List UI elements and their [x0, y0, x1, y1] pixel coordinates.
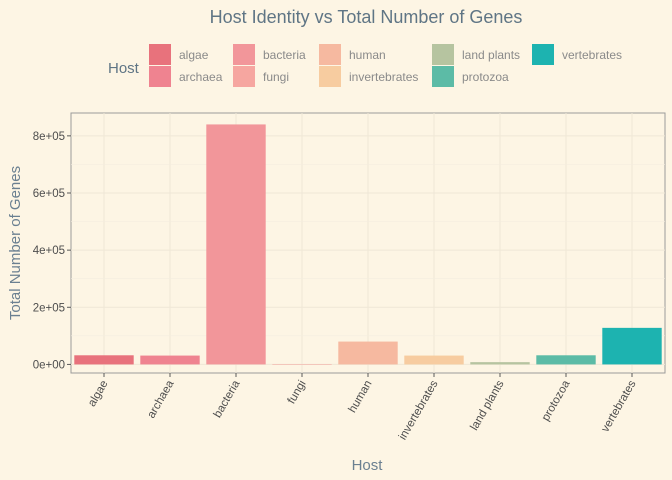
bar-human — [338, 341, 398, 365]
bar-bacteria — [206, 124, 266, 365]
x-tick-label: invertebrates — [397, 378, 441, 442]
x-tick-label: vertebrates — [599, 378, 638, 434]
legend-key-land-plants — [432, 44, 454, 65]
y-axis: 0e+00 2e+05 4e+05 6e+05 8e+05 — [33, 131, 71, 371]
bar-land-plants — [470, 362, 530, 365]
x-tick-label: fungi — [286, 379, 309, 407]
legend-title: Host — [108, 60, 140, 77]
x-tick-label: bacteria — [212, 378, 243, 420]
legend-key-algae — [149, 44, 171, 65]
legend-key-vertebrates — [532, 44, 554, 65]
y-tick-label: 4e+05 — [33, 245, 65, 257]
legend: algae archaea bacteria fungi human invertebra… — [149, 44, 622, 87]
x-tick-label: archaea — [145, 378, 176, 421]
chart-title: Host Identity vs Total Number of Genes — [210, 7, 523, 27]
legend-label: vertebrates — [562, 48, 622, 62]
legend-key-protozoa — [432, 66, 454, 87]
legend-label: land plants — [462, 48, 520, 62]
y-tick-label: 8e+05 — [33, 131, 65, 143]
legend-label: protozoa — [462, 70, 509, 84]
bar-archaea — [140, 355, 200, 365]
legend-key-archaea — [149, 66, 171, 87]
y-tick-label: 0e+00 — [33, 359, 65, 371]
x-tick-label: algae — [86, 379, 110, 409]
bar-vertebrates — [602, 327, 662, 365]
bar-fungi — [272, 364, 332, 365]
legend-label: fungi — [263, 70, 289, 84]
bars — [74, 124, 662, 365]
y-axis-title: Total Number of Genes — [7, 166, 24, 320]
legend-label: bacteria — [263, 48, 306, 62]
x-axis: algae archaea bacteria fungi human invertebra… — [86, 373, 639, 442]
y-tick-label: 2e+05 — [33, 302, 65, 314]
bar-invertebrates — [404, 355, 464, 365]
x-axis-title: Host — [352, 457, 384, 474]
legend-key-bacteria — [233, 44, 255, 65]
x-tick-label: land plants — [468, 378, 506, 432]
legend-key-fungi — [233, 66, 255, 87]
legend-label: archaea — [179, 70, 223, 84]
x-tick-label: protozoa — [540, 378, 573, 423]
legend-label: invertebrates — [349, 70, 418, 84]
x-tick-label: human — [347, 379, 375, 415]
grid — [71, 113, 665, 373]
legend-label: algae — [179, 48, 209, 62]
y-tick-label: 6e+05 — [33, 188, 65, 200]
legend-label: human — [349, 48, 386, 62]
bar-algae — [74, 355, 134, 365]
legend-key-human — [319, 44, 341, 65]
legend-key-invertebrates — [319, 66, 341, 87]
bar-protozoa — [536, 355, 596, 365]
